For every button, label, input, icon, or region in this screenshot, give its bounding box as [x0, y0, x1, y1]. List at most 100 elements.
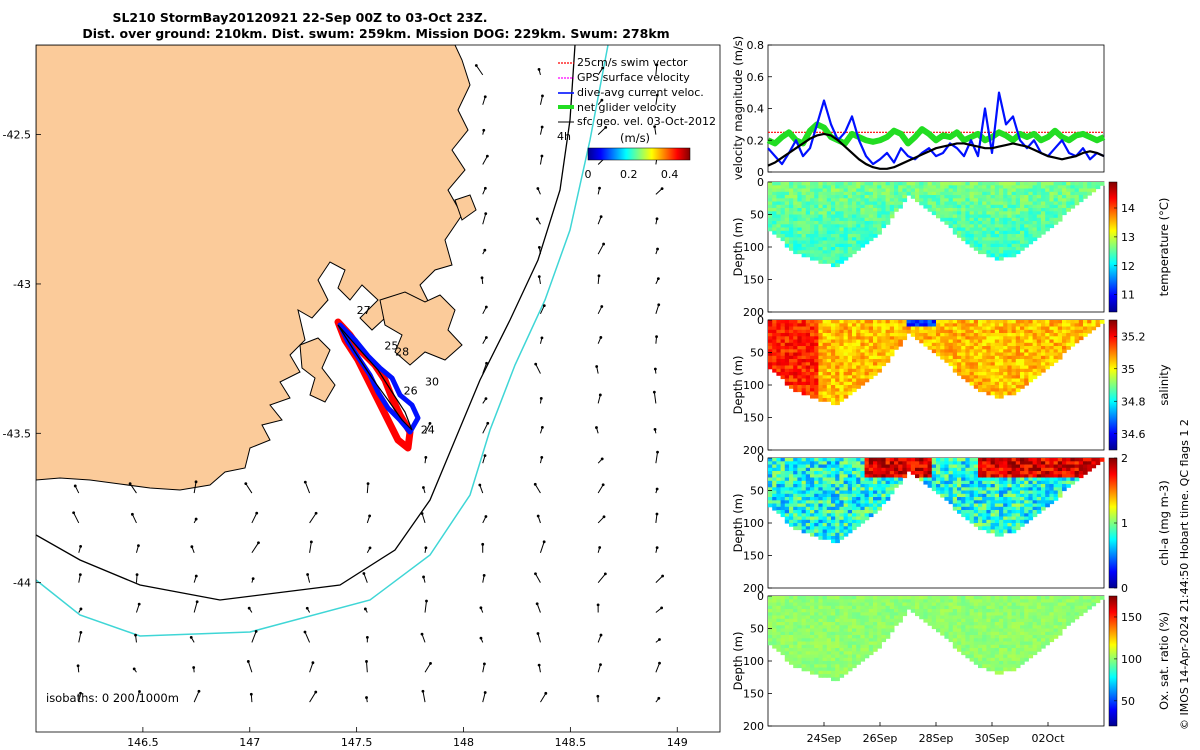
section-cell — [810, 484, 815, 488]
section-cell — [1011, 385, 1017, 389]
section-cell — [852, 657, 857, 662]
section-cell — [860, 493, 866, 498]
section-cell — [873, 372, 878, 376]
section-cell — [973, 461, 979, 466]
section-cell — [885, 346, 891, 350]
section-cell — [847, 217, 853, 222]
section-cell — [1020, 365, 1025, 370]
section-cell — [797, 526, 803, 531]
section-cell — [940, 342, 945, 347]
section-cell — [826, 375, 832, 380]
section-cell — [952, 464, 958, 469]
section-cell — [768, 221, 773, 225]
section-cell — [1024, 195, 1029, 199]
section-cell — [847, 635, 853, 639]
section-cell — [864, 628, 870, 633]
section-cell — [780, 602, 786, 607]
section-cell — [957, 342, 962, 347]
section-cell — [776, 480, 782, 485]
section-cell — [994, 234, 1000, 238]
section-cell — [894, 480, 899, 485]
section-cell — [831, 596, 836, 600]
section-cell — [999, 336, 1004, 341]
section-cell — [852, 506, 857, 511]
section-cell — [839, 391, 845, 396]
section-cell — [814, 664, 819, 669]
section-cell — [889, 329, 895, 334]
section-cell — [801, 214, 807, 219]
section-cell — [826, 484, 832, 488]
section-cell — [810, 519, 815, 524]
section-cell — [1007, 506, 1013, 511]
section-cell — [877, 461, 882, 466]
section-cell — [948, 490, 954, 495]
section-cell — [810, 253, 815, 258]
section-cell — [1015, 510, 1021, 514]
section-cell — [1015, 516, 1021, 521]
section-cell — [986, 500, 992, 505]
section-cell — [847, 661, 853, 665]
section-cell — [776, 333, 782, 337]
section-cell — [776, 635, 782, 639]
section-cell — [822, 355, 828, 360]
section-cell — [969, 487, 975, 492]
section-cell — [789, 615, 794, 620]
section-cell — [982, 471, 987, 475]
section-cell — [931, 461, 937, 466]
section-cell — [906, 191, 912, 196]
section-cell — [948, 497, 954, 501]
velocity-series-line — [766, 121, 1106, 147]
section-cell — [965, 227, 971, 232]
section-cell — [843, 391, 849, 396]
section-cell — [1015, 487, 1021, 492]
section-cell — [1003, 214, 1008, 219]
section-cell — [936, 188, 941, 193]
section-cell — [923, 477, 929, 482]
section-cell — [982, 506, 987, 511]
section-cell — [868, 368, 874, 373]
section-cell — [999, 320, 1004, 324]
section-cell — [969, 198, 975, 203]
section-cell — [843, 394, 849, 399]
section-cell — [936, 329, 941, 334]
current-arrow — [78, 693, 82, 703]
velocity-panel: 00.20.40.60.8 velocity magnitude (m/s) — [731, 36, 1106, 180]
section-cell — [818, 596, 824, 600]
section-cell — [822, 609, 828, 613]
section-cell — [965, 320, 971, 324]
colorbar-tick-label: 35 — [1121, 363, 1135, 376]
section-cell — [772, 480, 777, 485]
section-cell — [826, 208, 832, 212]
current-arrow — [422, 691, 426, 703]
section-cell — [948, 208, 954, 212]
section-cell — [797, 234, 803, 238]
section-cell — [860, 204, 866, 209]
section-cell — [852, 458, 857, 462]
section-cell — [818, 185, 824, 190]
section-cell — [797, 631, 803, 636]
section-cell — [889, 599, 895, 604]
section-cell — [894, 208, 899, 212]
section-cell — [1053, 217, 1059, 222]
section-cell — [978, 480, 983, 485]
section-cell — [1003, 368, 1008, 373]
section-cell — [814, 182, 819, 186]
section-cell — [852, 221, 857, 225]
section-cell — [986, 198, 992, 203]
section-cell — [873, 224, 878, 229]
section-cell — [831, 461, 836, 466]
section-cell — [835, 378, 840, 383]
section-cell — [877, 182, 882, 186]
section-cell — [1053, 320, 1059, 324]
section-cell — [957, 208, 962, 212]
section-cell — [839, 326, 845, 331]
section-cell — [1003, 529, 1008, 534]
section-cell — [810, 198, 815, 203]
section-cell — [810, 182, 815, 186]
section-cell — [982, 339, 987, 344]
section-cell — [852, 625, 857, 630]
section-cell — [822, 385, 828, 389]
section-cell — [1041, 368, 1046, 373]
section-cell — [822, 638, 828, 643]
section-cell — [1045, 195, 1050, 199]
